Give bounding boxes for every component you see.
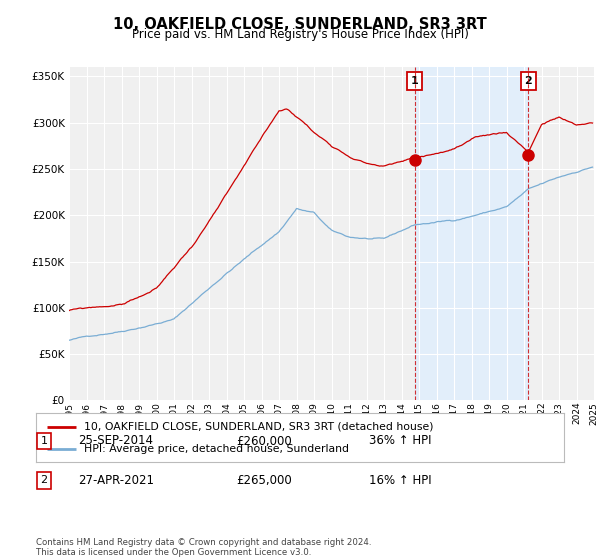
Text: 2: 2 (40, 475, 47, 485)
Text: 1: 1 (40, 436, 47, 446)
Text: 25-SEP-2014: 25-SEP-2014 (78, 435, 153, 447)
Text: 10, OAKFIELD CLOSE, SUNDERLAND, SR3 3RT (detached house): 10, OAKFIELD CLOSE, SUNDERLAND, SR3 3RT … (83, 422, 433, 432)
Text: 16% ↑ HPI: 16% ↑ HPI (368, 474, 431, 487)
Text: 36% ↑ HPI: 36% ↑ HPI (368, 435, 431, 447)
Text: £265,000: £265,000 (236, 474, 292, 487)
Text: HPI: Average price, detached house, Sunderland: HPI: Average price, detached house, Sund… (83, 444, 349, 454)
Text: 27-APR-2021: 27-APR-2021 (78, 474, 154, 487)
Text: 2: 2 (524, 76, 532, 86)
Text: Contains HM Land Registry data © Crown copyright and database right 2024.
This d: Contains HM Land Registry data © Crown c… (36, 538, 371, 557)
Text: Price paid vs. HM Land Registry's House Price Index (HPI): Price paid vs. HM Land Registry's House … (131, 28, 469, 41)
Text: £260,000: £260,000 (236, 435, 292, 447)
Text: 10, OAKFIELD CLOSE, SUNDERLAND, SR3 3RT: 10, OAKFIELD CLOSE, SUNDERLAND, SR3 3RT (113, 17, 487, 32)
Bar (415, 67, 529, 400)
Text: 1: 1 (411, 76, 419, 86)
